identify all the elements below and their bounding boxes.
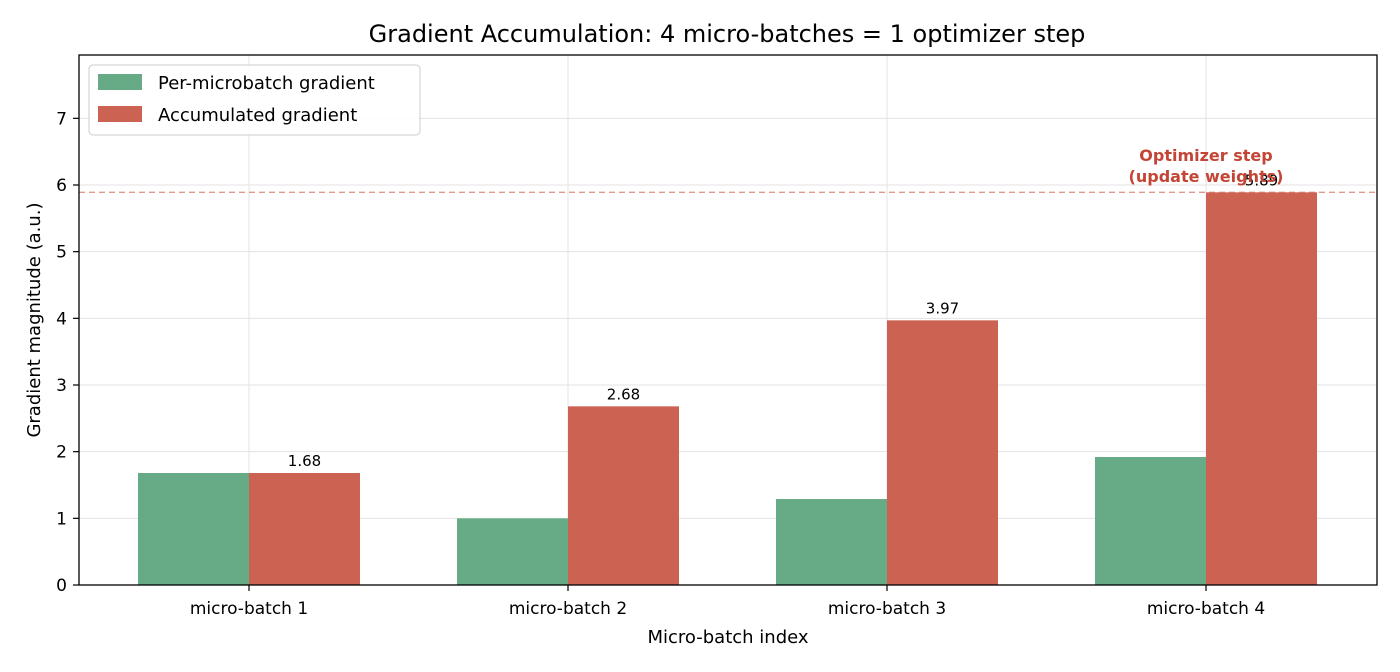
annotation-line-2: (update weights) [1129,167,1284,186]
accumulated-value-label: 1.68 [288,452,321,470]
y-tick-label: 5 [56,243,67,263]
legend-label-accumulated: Accumulated gradient [158,105,357,126]
accumulated-bar [887,320,998,585]
x-axis-ticks: micro-batch 1 micro-batch 2 micro-batch 3 m… [190,585,1265,619]
annotation-line-1: Optimizer step [1139,146,1272,165]
accumulated-bar [249,473,360,585]
y-axis-label: Gradient magnitude (a.u.) [24,202,45,437]
y-tick-label: 0 [56,576,67,596]
accumulated-value-label: 3.97 [926,299,959,317]
y-tick-label: 4 [56,309,67,329]
x-tick-label: micro-batch 1 [190,599,308,619]
optimizer-step-annotation: Optimizer step (update weights) [1129,146,1284,186]
y-tick-label: 1 [56,509,67,529]
data-labels: 1.68 2.68 3.97 5.89 [288,171,1278,470]
chart-title: Gradient Accumulation: 4 micro-batches =… [369,20,1086,48]
accumulated-value-label: 5.89 [1245,171,1278,189]
per-microbatch-bar [776,499,887,585]
legend-box [88,64,421,136]
x-tick-label: micro-batch 2 [509,599,627,619]
accumulated-value-label: 2.68 [607,385,640,403]
x-tick-label: micro-batch 3 [828,599,946,619]
accumulated-bar [1206,192,1317,586]
x-axis-label: Micro-batch index [647,627,808,648]
legend: Per-microbatch gradient Accumulated grad… [88,64,421,136]
legend-swatch-per-microbatch [98,74,142,90]
per-microbatch-bar [1095,457,1206,585]
x-tick-label: micro-batch 4 [1147,599,1265,619]
plot-frame [78,54,1378,586]
y-axis-ticks: 0 1 2 3 4 5 6 7 [56,109,79,596]
legend-label-per-microbatch: Per-microbatch gradient [158,73,375,94]
y-tick-label: 7 [56,109,67,129]
per-microbatch-bar [457,518,568,585]
legend-swatch-accumulated [98,106,142,122]
y-tick-label: 3 [56,376,67,396]
accumulated-bar [568,406,679,585]
y-tick-label: 2 [56,443,67,463]
bars [138,192,1317,586]
per-microbatch-bar [138,473,249,585]
y-tick-label: 6 [56,176,67,196]
